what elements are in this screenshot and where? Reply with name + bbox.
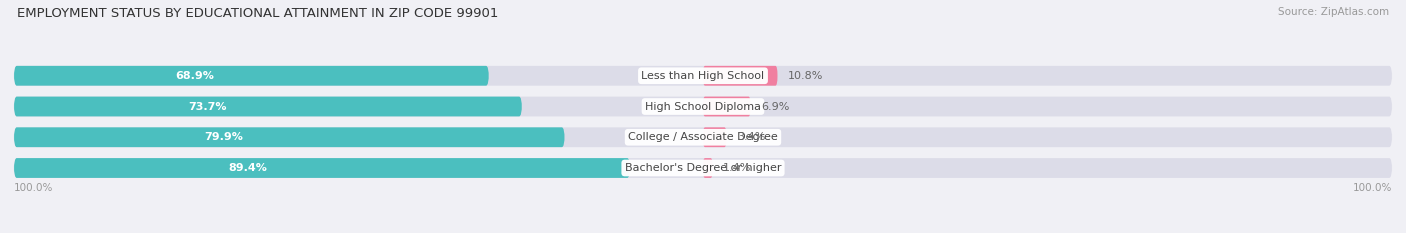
Text: 100.0%: 100.0% [1353,183,1392,193]
Text: College / Associate Degree: College / Associate Degree [628,132,778,142]
FancyBboxPatch shape [14,158,1392,178]
Text: Bachelor's Degree or higher: Bachelor's Degree or higher [624,163,782,173]
FancyBboxPatch shape [14,66,1392,86]
Text: High School Diploma: High School Diploma [645,102,761,112]
FancyBboxPatch shape [703,127,727,147]
Text: 68.9%: 68.9% [174,71,214,81]
FancyBboxPatch shape [14,97,1392,116]
FancyBboxPatch shape [703,97,751,116]
FancyBboxPatch shape [703,66,778,86]
Text: 6.9%: 6.9% [761,102,789,112]
FancyBboxPatch shape [703,158,713,178]
Text: 73.7%: 73.7% [188,102,226,112]
FancyBboxPatch shape [14,66,489,86]
Text: 89.4%: 89.4% [229,163,267,173]
Text: 100.0%: 100.0% [14,183,53,193]
FancyBboxPatch shape [14,127,565,147]
Text: Source: ZipAtlas.com: Source: ZipAtlas.com [1278,7,1389,17]
Text: 1.4%: 1.4% [723,163,751,173]
FancyBboxPatch shape [14,97,522,116]
Text: EMPLOYMENT STATUS BY EDUCATIONAL ATTAINMENT IN ZIP CODE 99901: EMPLOYMENT STATUS BY EDUCATIONAL ATTAINM… [17,7,498,20]
Text: 10.8%: 10.8% [787,71,823,81]
FancyBboxPatch shape [14,127,1392,147]
FancyBboxPatch shape [14,158,630,178]
Text: 79.9%: 79.9% [204,132,243,142]
Text: Less than High School: Less than High School [641,71,765,81]
Text: 3.4%: 3.4% [737,132,765,142]
